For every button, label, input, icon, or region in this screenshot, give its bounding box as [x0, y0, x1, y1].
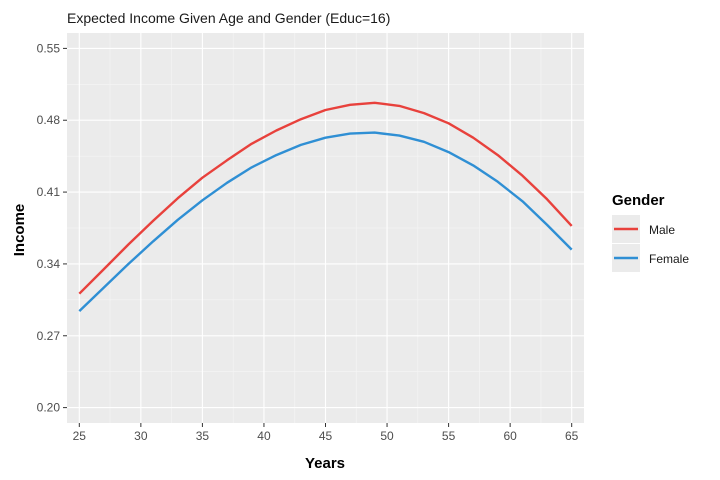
x-tick-label: 60 — [503, 429, 517, 443]
x-tick-label: 30 — [134, 429, 148, 443]
x-tick-label: 55 — [442, 429, 456, 443]
x-axis-ticks: 25 30 35 40 45 50 55 60 65 — [73, 423, 579, 443]
y-tick-label: 0.48 — [37, 113, 61, 127]
legend-label-male: Male — [649, 223, 675, 237]
x-tick-label: 50 — [380, 429, 394, 443]
x-tick-label: 45 — [319, 429, 333, 443]
legend-items: Male Female — [612, 215, 689, 272]
x-tick-label: 25 — [73, 429, 87, 443]
legend-label-female: Female — [649, 252, 689, 266]
y-tick-label: 0.20 — [37, 401, 61, 415]
y-axis-ticks: 0.20 0.27 0.34 0.41 0.48 0.55 — [37, 41, 67, 415]
chart-title: Expected Income Given Age and Gender (Ed… — [67, 10, 390, 26]
y-tick-label: 0.55 — [37, 41, 61, 55]
grid-major — [67, 33, 584, 423]
legend: Gender Male Female — [612, 192, 689, 272]
series-lines — [78, 101, 573, 312]
y-tick-label: 0.41 — [37, 185, 61, 199]
x-tick-label: 65 — [565, 429, 579, 443]
legend-title: Gender — [612, 192, 665, 209]
y-axis-title: Income — [11, 204, 28, 257]
y-tick-label: 0.27 — [37, 329, 61, 343]
x-tick-label: 40 — [257, 429, 271, 443]
x-axis-title: Years — [305, 455, 345, 472]
x-tick-label: 35 — [196, 429, 210, 443]
series-line-male — [78, 101, 573, 295]
y-tick-label: 0.34 — [37, 257, 61, 271]
series-line-female — [78, 131, 573, 312]
